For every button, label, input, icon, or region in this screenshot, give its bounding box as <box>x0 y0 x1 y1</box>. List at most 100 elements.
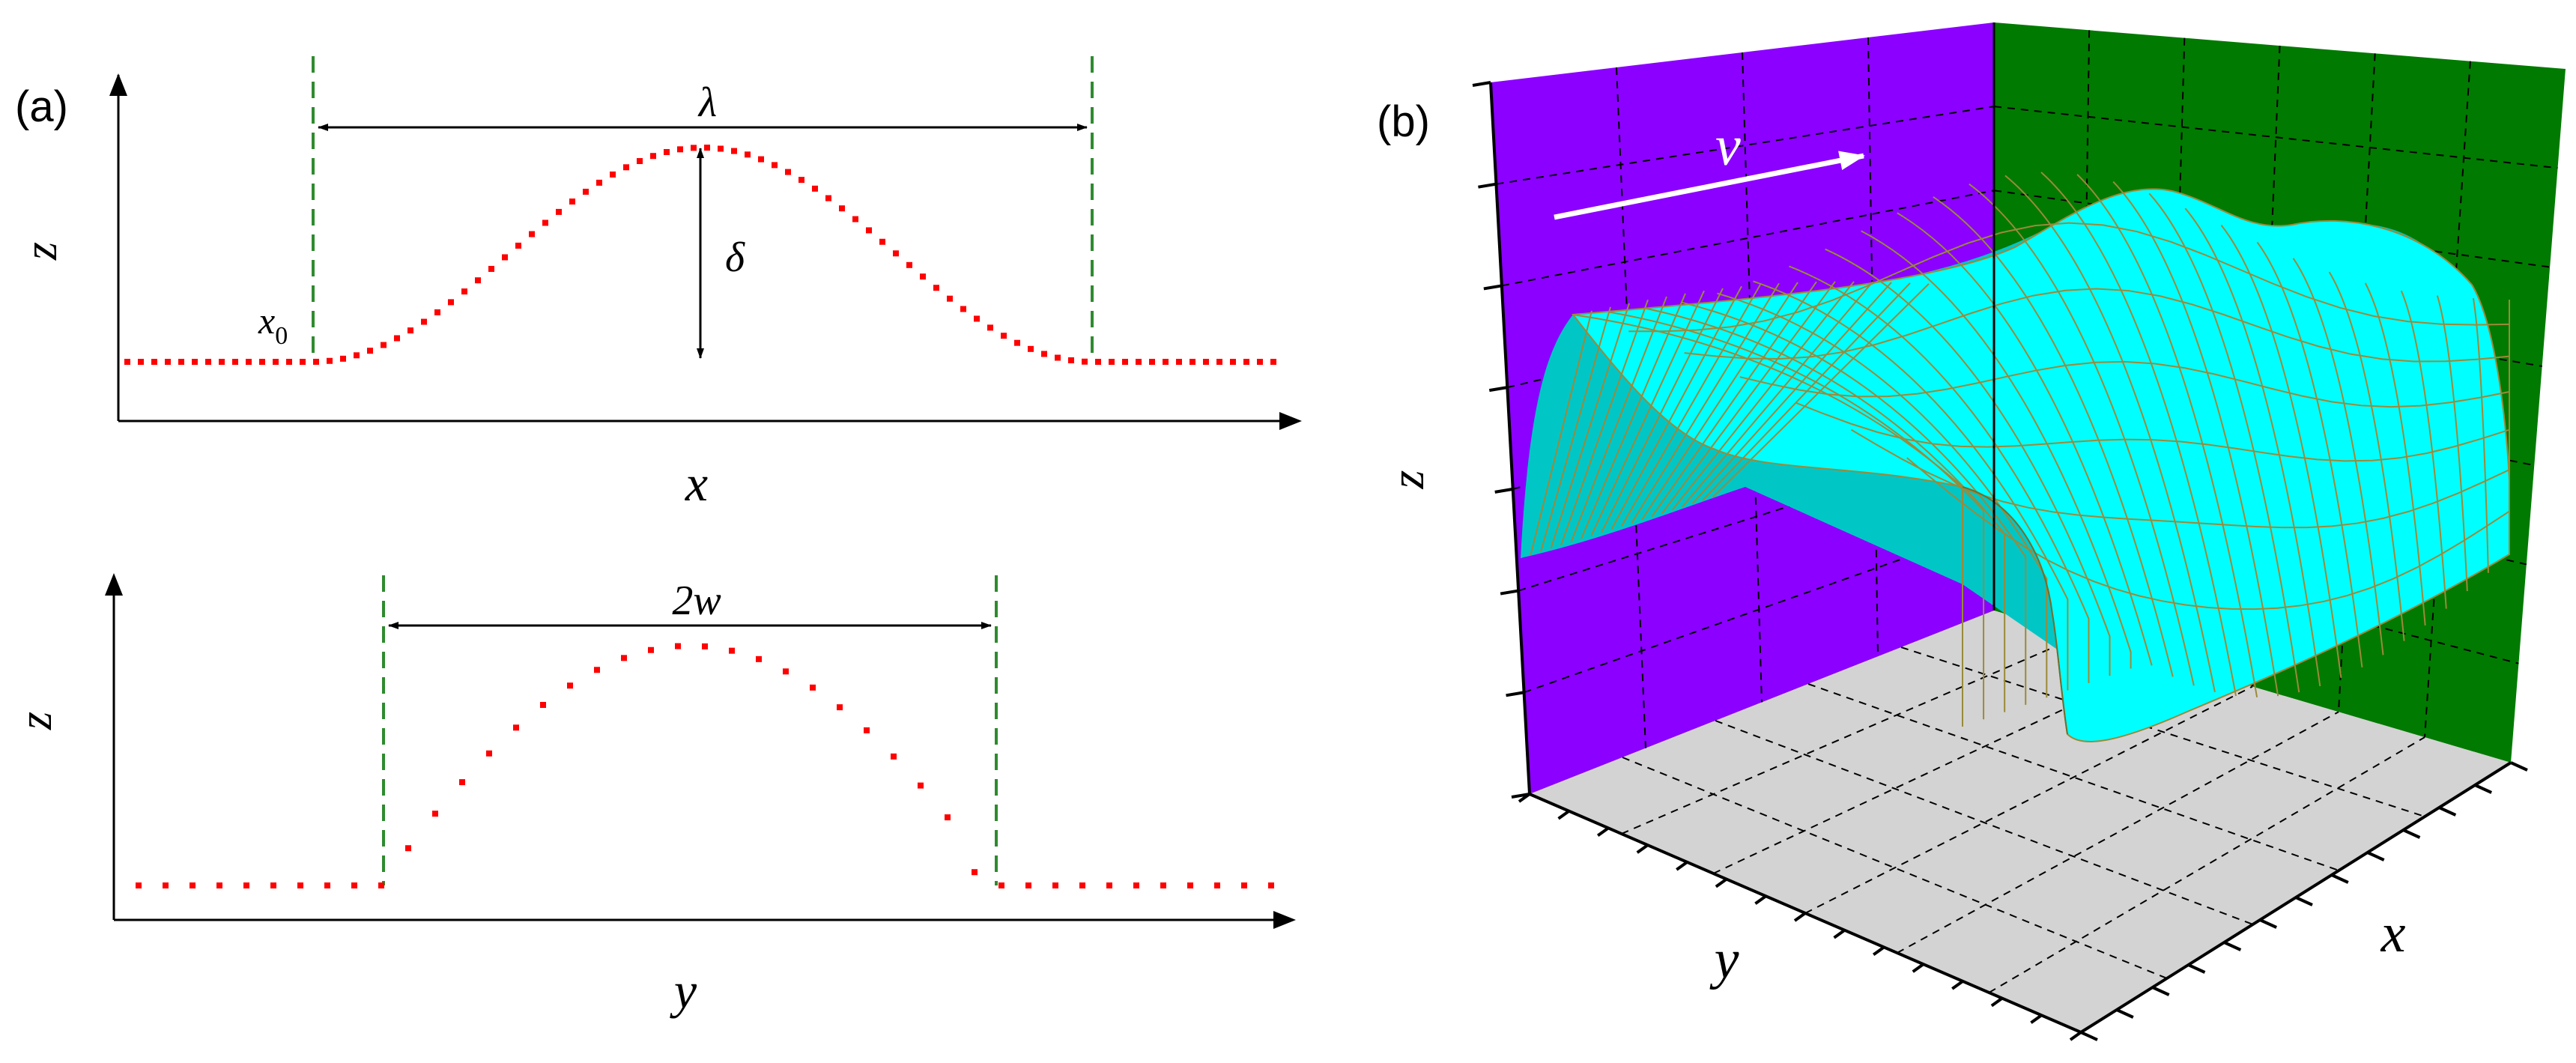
profile-dot <box>798 177 804 184</box>
surface-grid-line <box>2112 181 2279 697</box>
profile-dot <box>138 359 144 365</box>
profile-dot <box>1041 351 1047 357</box>
profile-dot <box>313 358 319 365</box>
profile-dot <box>1160 882 1166 888</box>
profile-dot <box>731 148 737 154</box>
profile-dot <box>163 882 169 888</box>
width-label: 2w <box>672 578 721 624</box>
surface-grid-line <box>1969 183 2195 686</box>
surface-grid-line <box>1661 281 1836 514</box>
z-tick <box>1494 487 1514 494</box>
surface-grid-line <box>1644 307 2006 712</box>
amplitude-label: δ <box>725 234 745 281</box>
profile-dot <box>1136 359 1142 365</box>
x-tick <box>2366 851 2385 861</box>
grid-line <box>1804 685 2253 914</box>
profile-dot <box>1025 882 1031 888</box>
x-tick <box>2438 806 2457 817</box>
bottom-profile-dots <box>136 643 1274 888</box>
z-tick <box>1488 386 1508 393</box>
profile-dot <box>704 145 710 151</box>
panel-a: (a) λ δ x0 z x 2w <box>10 56 1302 1019</box>
profile-dot <box>459 779 465 786</box>
profile-dot <box>381 342 387 348</box>
profile-dot <box>906 261 912 268</box>
profile-dot <box>891 753 897 760</box>
profile-dot <box>837 704 843 711</box>
z-tick <box>1472 81 1491 87</box>
surface-grid-line <box>2184 208 2321 687</box>
profile-dot <box>1028 345 1034 352</box>
y-tick <box>1715 877 1728 888</box>
profile-dot <box>259 359 265 365</box>
surface-grid-line <box>1641 282 1798 521</box>
surface-grid-line <box>1550 303 1630 549</box>
y-tick <box>1518 793 1531 803</box>
surface-grid-line <box>1610 285 1742 530</box>
x-tick <box>2331 873 2349 884</box>
bottom-z-axis-label: z <box>10 712 61 730</box>
x-tick <box>2223 941 2242 951</box>
surface-grid-lines <box>1530 172 2511 727</box>
profile-dot <box>745 151 751 158</box>
surface-grid-line <box>1581 293 1686 539</box>
grid-line <box>1715 720 2253 925</box>
bottom-z-axis-arrow <box>105 573 123 596</box>
surface-grid-line <box>1530 310 1592 555</box>
profile-dot <box>1189 359 1195 365</box>
surface-grid-line <box>1717 292 2048 698</box>
profile-dot <box>513 724 519 731</box>
x-tick <box>2510 761 2528 772</box>
y-tick <box>1754 894 1767 905</box>
surface-grid-line <box>1651 281 1817 517</box>
surface-grid-line <box>1684 288 2510 363</box>
profile-dot <box>987 324 993 331</box>
profile-dot <box>675 643 681 649</box>
start-position-label: x0 <box>258 300 288 350</box>
surface-grid-line <box>1540 306 1611 552</box>
profile-dot <box>432 811 438 817</box>
profile-dot <box>1149 359 1155 365</box>
x-axis-ticks <box>2080 761 2528 1041</box>
panel-b: (b) v z y x <box>1377 22 2566 1041</box>
profile-dot <box>893 250 899 257</box>
profile-dot <box>367 348 373 354</box>
wavelength-label: λ <box>697 79 717 126</box>
profile-dot <box>1270 359 1276 365</box>
y-tick <box>1990 996 2004 1008</box>
surface-grid-line <box>2472 297 2489 573</box>
surface-grid-line <box>2220 224 2342 679</box>
profile-dot <box>556 208 562 215</box>
y-tick <box>2069 1031 2082 1041</box>
y-tick <box>1951 980 1964 990</box>
z-tick <box>1500 589 1519 596</box>
bottom-y-axis-arrow <box>1273 911 1296 929</box>
profile-dot <box>529 231 535 237</box>
grid-line <box>1622 757 2168 979</box>
z-axis-ticks <box>1472 81 1530 799</box>
profile-dot <box>1079 882 1085 888</box>
surface-grid-line <box>1753 280 2069 691</box>
surface-front-edge <box>1962 486 2068 735</box>
profile-dot <box>1001 333 1007 339</box>
profile-dot <box>1052 882 1058 888</box>
profile-dot <box>515 242 521 249</box>
velocity-label: v <box>1715 115 1741 178</box>
profile-dot <box>542 219 548 226</box>
profile-dot <box>945 814 951 821</box>
surface-grid-line <box>1850 428 2510 529</box>
profile-dot <box>864 727 870 733</box>
profile-dot <box>190 882 196 888</box>
profile-dot <box>1163 359 1169 365</box>
profile-dot <box>947 295 953 302</box>
profile-dot <box>1203 359 1209 365</box>
profile-dot <box>998 882 1004 888</box>
profile-dot <box>594 667 600 673</box>
profile-dot <box>297 882 303 888</box>
profile-dot <box>567 682 573 689</box>
profile-dot <box>1068 357 1074 363</box>
profile-dot <box>960 306 966 312</box>
start-position-subscript: 0 <box>275 322 288 350</box>
profile-dot <box>434 309 440 315</box>
grid-line <box>1988 736 2425 993</box>
